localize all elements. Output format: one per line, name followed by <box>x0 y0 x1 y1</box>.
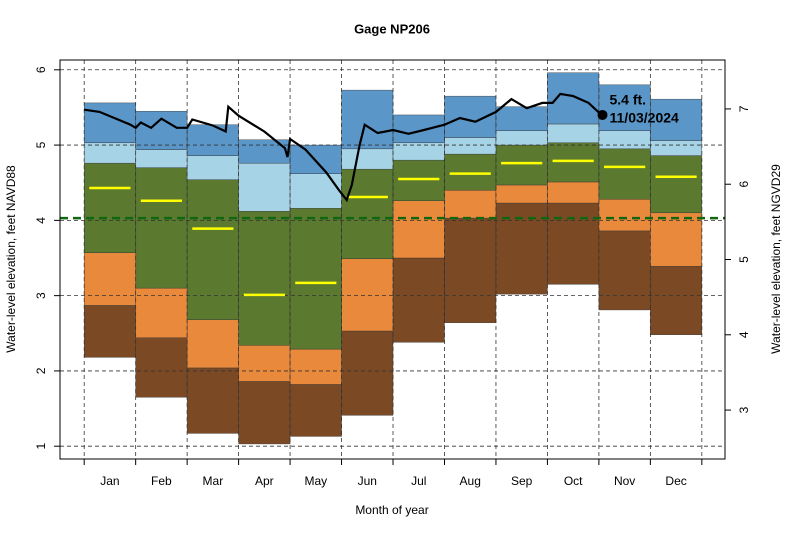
y2-tick-label: 7 <box>737 105 751 112</box>
y2-tick-label: 3 <box>737 406 751 413</box>
band <box>341 330 394 416</box>
band <box>392 257 445 343</box>
y2-tick-label: 5 <box>737 256 751 263</box>
band <box>444 190 497 219</box>
x-tick-label: Nov <box>614 474 635 488</box>
band <box>135 167 188 289</box>
band <box>341 168 394 259</box>
band <box>444 95 497 138</box>
band <box>186 367 239 434</box>
band <box>83 142 136 164</box>
band <box>598 199 651 232</box>
band <box>341 89 394 150</box>
y2-axis-label: Water-level elevation, feet NGVD29 <box>769 164 783 354</box>
band <box>495 144 548 186</box>
band <box>650 266 703 335</box>
band <box>83 252 136 306</box>
band <box>289 348 342 385</box>
band <box>341 148 394 170</box>
band <box>186 155 239 180</box>
y-tick-label: 6 <box>34 66 48 73</box>
band <box>135 287 188 338</box>
x-tick-label: May <box>304 474 327 488</box>
annotation-value: 5.4 ft. <box>610 92 647 108</box>
x-tick-label: Apr <box>255 474 274 488</box>
latest-point <box>597 109 608 120</box>
band <box>547 123 600 144</box>
band <box>444 137 497 155</box>
band <box>392 159 445 201</box>
x-tick-label: Mar <box>203 474 224 488</box>
chart-title: Gage NP206 <box>354 21 430 36</box>
band <box>83 162 136 253</box>
band <box>444 217 497 323</box>
band <box>238 139 291 164</box>
band <box>238 162 291 212</box>
y-axis-label: Water-level elevation, feet NAVD88 <box>4 165 18 353</box>
annotation-date: 11/03/2024 <box>610 110 680 126</box>
y-tick-label: 1 <box>34 443 48 450</box>
x-axis-label: Month of year <box>355 503 428 517</box>
band <box>547 181 600 204</box>
x-tick-label: Dec <box>665 474 686 488</box>
band <box>598 84 651 131</box>
y-tick-label: 4 <box>34 217 48 224</box>
band <box>650 155 703 214</box>
band <box>650 98 703 141</box>
band <box>495 202 548 295</box>
band <box>392 114 445 144</box>
band <box>135 337 188 398</box>
y2-tick-label: 4 <box>737 331 751 338</box>
band <box>598 148 651 200</box>
band <box>83 305 136 358</box>
x-tick-label: Aug <box>460 474 481 488</box>
band <box>289 384 342 437</box>
y-tick-label: 3 <box>34 292 48 299</box>
band <box>495 106 548 131</box>
band <box>289 173 342 209</box>
band <box>238 345 291 382</box>
band <box>547 142 600 183</box>
y-tick-label: 2 <box>34 367 48 374</box>
y2-tick-label: 6 <box>737 181 751 188</box>
band <box>650 212 703 267</box>
band <box>598 130 651 150</box>
x-tick-label: Jun <box>358 474 377 488</box>
observed-line <box>84 92 603 203</box>
band <box>392 200 445 259</box>
band <box>135 110 188 150</box>
band <box>650 140 703 156</box>
band <box>186 124 239 156</box>
x-tick-label: Jul <box>411 474 426 488</box>
band <box>598 230 651 311</box>
band <box>238 381 291 445</box>
band <box>495 130 548 146</box>
band <box>341 258 394 332</box>
band <box>135 149 188 168</box>
band <box>495 184 548 204</box>
band <box>289 208 342 350</box>
x-tick-label: Oct <box>564 474 583 488</box>
band <box>186 319 239 369</box>
x-tick-label: Jan <box>100 474 119 488</box>
band <box>547 202 600 285</box>
band <box>238 211 291 346</box>
x-tick-label: Feb <box>151 474 172 488</box>
y-tick-label: 5 <box>34 141 48 148</box>
band <box>186 179 239 320</box>
x-tick-label: Sep <box>511 474 533 488</box>
band <box>444 153 497 191</box>
